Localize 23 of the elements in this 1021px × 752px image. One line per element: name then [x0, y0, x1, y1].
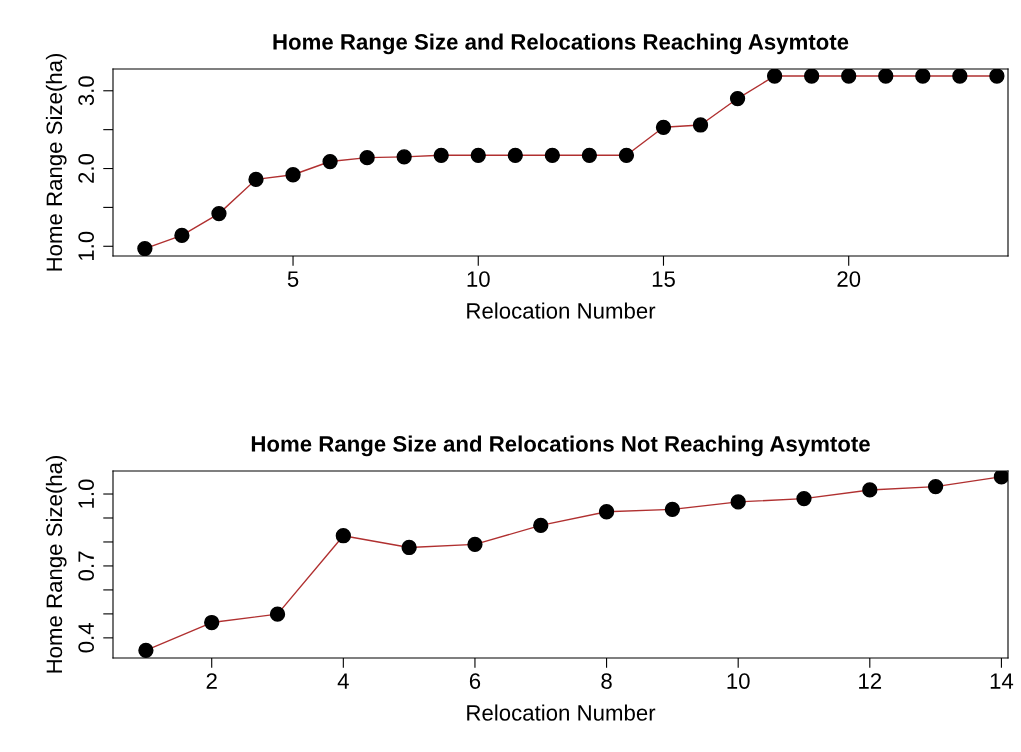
x-axis-title: Relocation Number	[467, 302, 656, 319]
y-tick-label: 2.0	[78, 153, 95, 183]
x-tick-label: 10	[727, 673, 750, 689]
chart-title: Home Range Size and Relocations Not Reaching Asymtote	[251, 435, 870, 457]
x-tick-label: 2	[206, 673, 217, 689]
chart-title: Home Range Size and Relocations Reaching Asymtote	[273, 33, 849, 55]
x-tick-label: 10	[467, 271, 490, 287]
y-tick-label: 1.0	[78, 479, 95, 508]
y-tick-label: 3.0	[78, 76, 95, 106]
x-axis-title: Relocation Number	[467, 704, 656, 721]
x-tick-label: 20	[837, 271, 861, 287]
x-tick-label: 12	[859, 673, 882, 689]
y-axis-title: Home Range Size(ha)	[45, 53, 67, 271]
y-axis-title: Home Range Size(ha)	[45, 455, 67, 673]
y-tick-label: 1.0	[78, 231, 95, 261]
y-tick-label: 0.4	[78, 623, 95, 653]
x-tick-label: 6	[469, 673, 481, 689]
x-tick-label: 4	[337, 673, 349, 689]
x-tick-label: 15	[652, 271, 675, 287]
y-tick-label: 0.7	[78, 551, 95, 581]
x-tick-label: 5	[287, 271, 299, 287]
x-tick-label: 14	[990, 673, 1014, 689]
x-tick-label: 8	[601, 673, 612, 689]
